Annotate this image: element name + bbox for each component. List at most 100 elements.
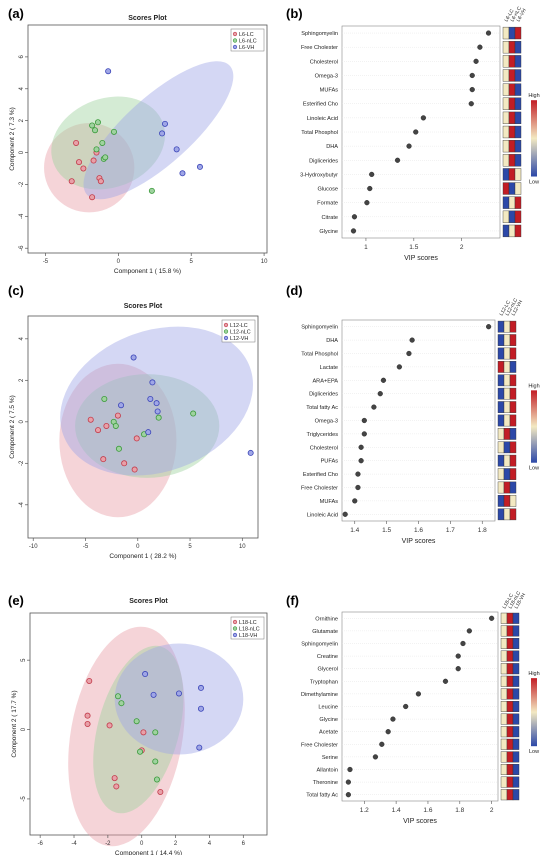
heat-cell: [497, 401, 505, 413]
data-point-LC: [80, 165, 87, 172]
heat-cell: [502, 182, 510, 195]
data-point-VH: [197, 684, 204, 691]
heat-cell: [512, 789, 520, 801]
heat-cell: [508, 224, 516, 238]
heat-cell: [514, 111, 522, 125]
y-tick-label: 0: [19, 419, 25, 423]
data-point-VH: [142, 671, 149, 678]
heat-cell: [503, 401, 511, 413]
panel-label: (e): [8, 593, 24, 608]
heat-cell: [512, 738, 520, 750]
x-axis-label: VIP scores: [404, 255, 438, 262]
legend-marker-VH: [223, 335, 229, 341]
panel-label: (c): [8, 283, 24, 298]
x-tick-label: 0: [117, 259, 121, 265]
scores-plot-2: (c) Scores Plot -10 -5 0 5 10 -4 -2 0 2 4 Component …: [8, 283, 259, 560]
heat-cell: [497, 468, 505, 480]
metabolite-label: Total Phosphol: [301, 352, 338, 358]
heat-cell: [508, 139, 516, 153]
x-tick-label: 1.2: [360, 807, 369, 814]
heat-cell: [503, 374, 511, 387]
legend-entry: L18-LC: [239, 620, 257, 626]
vip-point: [420, 115, 426, 121]
y-tick-label: 5: [21, 658, 27, 662]
data-point-LC: [76, 159, 83, 166]
chart-title: Scores Plot: [129, 598, 168, 605]
data-point-VH: [196, 744, 203, 751]
metabolite-label: Diglicerides: [309, 392, 338, 398]
heat-cell: [512, 688, 520, 700]
color-scale-low: Low: [529, 180, 539, 186]
heat-cell: [508, 83, 516, 96]
legend-box: [221, 319, 256, 343]
x-tick-label: 1.6: [414, 527, 423, 534]
vip-point: [345, 792, 351, 798]
heat-cell: [509, 334, 517, 346]
heat-cell: [502, 83, 510, 96]
data-point-LC: [84, 721, 91, 728]
metabolite-label: Esterified Cho: [303, 472, 338, 478]
vip-point: [406, 350, 412, 357]
data-point-VH: [197, 705, 204, 712]
heat-cell: [506, 751, 514, 763]
metabolite-label: Linoleic Acid: [307, 512, 338, 518]
heat-cell: [503, 441, 511, 454]
vip-point: [409, 337, 415, 343]
heat-cell: [512, 776, 520, 788]
confidence-ellipse-LC: [59, 363, 177, 518]
heat-cell: [512, 650, 520, 662]
x-tick-label: 1.8: [478, 527, 487, 534]
x-tick-label: 0: [136, 544, 140, 550]
data-point-nLC: [118, 700, 125, 707]
vip-plot-5: (f) Ornithine Glutamate Sphingomyelin Creati…: [286, 590, 540, 825]
heat-cell: [512, 726, 520, 738]
heat-cell: [497, 508, 505, 521]
heat-cell: [500, 688, 508, 700]
y-tick-label: -4: [19, 501, 25, 507]
legend-entry: L12-LC: [230, 323, 248, 329]
vip-point: [361, 431, 367, 437]
heat-cell: [506, 701, 514, 712]
metabolite-label: Glycine: [319, 229, 338, 235]
y-tick-label: -4: [19, 213, 25, 219]
data-point-LC: [73, 139, 80, 146]
heat-cell: [509, 347, 517, 360]
legend-entry: L12-nLC: [230, 330, 251, 336]
vip-point: [473, 58, 479, 64]
x-tick-label: 1.4: [392, 807, 401, 814]
legend-marker-nLC: [223, 329, 229, 334]
heat-cell: [514, 139, 522, 153]
vip-point: [469, 72, 475, 79]
heat-cell: [512, 764, 520, 775]
vip-point: [345, 779, 351, 785]
chart-title: Scores Plot: [124, 303, 163, 310]
x-tick-label: 1.5: [409, 244, 418, 251]
heat-cell: [506, 713, 514, 725]
y-tick-label: 2: [19, 118, 25, 122]
y-tick-label: 6: [19, 55, 25, 59]
metabolite-label: Omega-3: [315, 419, 338, 425]
legend-marker-VH: [232, 44, 238, 50]
data-point-LC: [121, 460, 128, 467]
x-tick-label: 1: [364, 244, 368, 251]
metabolite-label: Glucose: [317, 187, 338, 193]
heat-cell: [514, 69, 522, 82]
heat-cell: [512, 751, 520, 763]
data-point-nLC: [99, 139, 106, 146]
x-tick-label: 5: [188, 544, 192, 550]
x-tick-label: 10: [239, 544, 246, 550]
legend-entry: L12-VH: [230, 336, 248, 342]
data-point-VH: [145, 429, 152, 436]
vip-point: [489, 615, 495, 621]
plot-frame: [27, 24, 268, 254]
y-tick-label: -2: [19, 460, 25, 466]
heat-cell: [506, 688, 514, 700]
heat-cell: [502, 55, 510, 68]
data-point-LC: [106, 722, 113, 729]
confidence-ellipse-VH: [83, 61, 234, 200]
data-point-nLC: [101, 395, 108, 402]
heat-cell: [514, 41, 522, 54]
metabolite-label: Leucine: [318, 705, 338, 711]
heat-cell: [502, 125, 510, 139]
heat-cell: [508, 182, 516, 195]
